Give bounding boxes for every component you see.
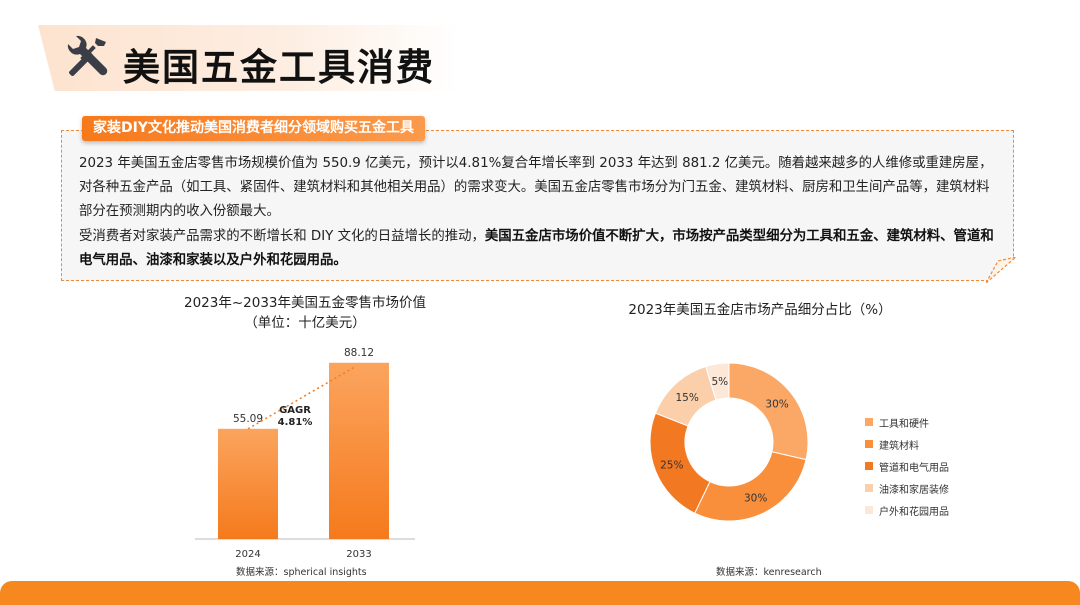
bar-2033 [329,362,389,539]
summary-paragraph-2: 受消费者对家装产品需求的不断增长和 DIY 文化的日益增长的推动，美国五金店市场… [79,225,997,273]
donut-value-label: 15% [675,392,698,404]
bar-category-label: 2033 [346,549,371,560]
gagr-value: 4.81% [278,417,313,428]
wrench-screwdriver-icon [67,35,108,76]
bar-2024 [218,428,278,539]
pie-chart-source: 数据来源：kenresearch [716,567,822,578]
page-title: 美国五金工具消费 [123,46,435,89]
summary-tag: 家装DIY文化推动美国消费者细分领域购买五金工具 [82,116,425,141]
legend-label: 工具和硬件 [879,418,929,430]
legend-swatch [865,440,873,448]
donut-value-label: 30% [765,399,788,411]
legend-label: 户外和花园用品 [879,506,949,518]
bar-chart-source: 数据来源：spherical insights [236,567,367,578]
bar-chart-subtitle: （单位：十亿美元） [244,315,366,331]
legend-label: 建筑材料 [879,440,919,452]
summary-paragraph-2-plain: 受消费者对家装产品需求的不断增长和 DIY 文化的日益增长的推动， [79,228,485,244]
legend-item: 建筑材料 [865,433,949,455]
summary-box [61,130,1014,281]
donut-slice-5 [705,362,730,401]
legend-swatch [865,418,873,426]
legend-swatch [865,484,873,492]
bar-chart-title-line: 2023年~2033年美国五金零售市场价值 [183,295,427,311]
summary-paragraph-1: 2023 年美国五金店零售市场规模价值为 550.9 亿美元，预计以4.81%复… [79,156,993,220]
summary-paragraph-2-bold: 美国五金店市场价值不断扩大，市场按产品类型细分为工具和五金、建筑材料、管道和电气… [79,228,994,268]
legend-item: 工具和硬件 [865,411,949,433]
legend-item: 户外和花园用品 [865,499,949,521]
legend-item: 管道和电气用品 [865,455,949,477]
gagr-label: GAGR [279,405,311,416]
donut-value-label: 30% [744,492,767,504]
bar-value-label: 55.09 [233,413,263,425]
bar-category-label: 2024 [235,549,260,560]
donut-value-label: 5% [711,376,728,388]
donut-slice-2 [694,451,807,522]
corner-fold [986,257,1016,283]
growth-line [247,366,356,430]
legend-label: 管道和电气用品 [879,462,949,474]
pie-chart-title: 2023年美国五金店市场产品细分占比（%） [628,302,892,318]
donut-slice-1 [728,362,809,461]
legend-label: 油漆和家居装修 [879,484,949,496]
legend-swatch [865,506,873,514]
donut-value-label: 25% [660,459,683,471]
bar-value-label: 88.12 [344,347,374,359]
bar-chart-title: 2023年~2033年美国五金零售市场价值 （单位：十亿美元） [160,293,450,333]
title-band [38,25,458,91]
pie-legend: 工具和硬件建筑材料管道和电气用品 油漆和家居装修 户外和花园用品 [865,411,949,521]
legend-swatch [865,462,873,470]
legend-item: 油漆和家居装修 [865,477,949,499]
summary-text: 2023 年美国五金店零售市场规模价值为 550.9 亿美元，预计以4.81%复… [79,152,997,273]
bottom-band [0,581,1080,605]
